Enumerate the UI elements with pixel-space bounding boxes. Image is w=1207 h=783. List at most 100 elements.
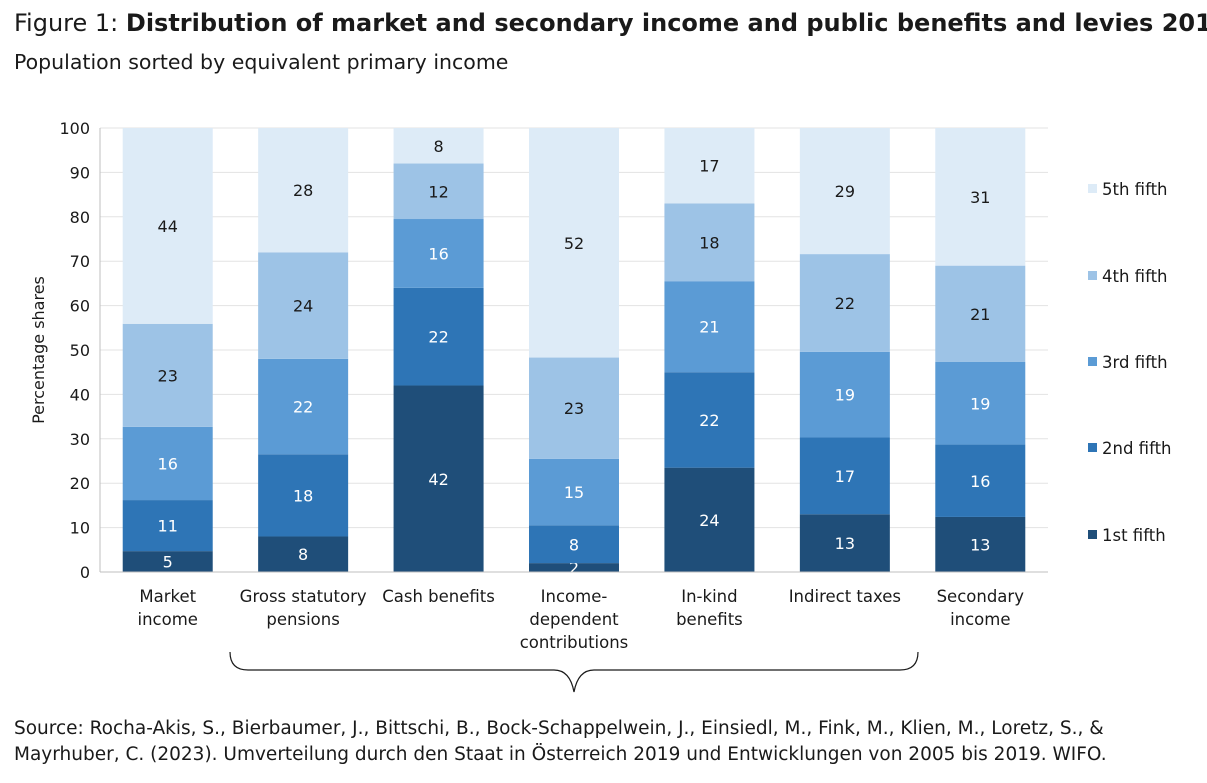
bar-segment [799, 351, 890, 438]
data-label: 19 [970, 394, 990, 413]
bar-segment [122, 323, 213, 427]
data-label: 8 [433, 137, 443, 156]
data-label: 24 [699, 511, 719, 530]
data-label: 19 [835, 386, 855, 405]
data-label: 18 [699, 233, 719, 252]
data-label: 17 [699, 157, 719, 176]
data-label: 2 [569, 559, 579, 578]
x-tick-label: In-kind [681, 587, 737, 606]
data-label: 44 [158, 217, 178, 236]
bar-segment [664, 203, 755, 282]
y-tick-label: 60 [70, 297, 90, 316]
data-label: 22 [699, 411, 719, 430]
bar-segment [935, 516, 1026, 572]
data-label: 13 [835, 534, 855, 553]
x-tick-label: income [950, 610, 1010, 629]
bar-segment [529, 357, 619, 459]
y-tick-label: 40 [70, 385, 90, 404]
bar-segment [935, 444, 1026, 517]
data-label: 8 [298, 545, 308, 564]
bar-segment [393, 287, 484, 386]
legend-swatch [1088, 271, 1097, 280]
x-tick-label: benefits [676, 610, 743, 629]
bar-segment [529, 458, 619, 526]
data-label: 18 [293, 486, 313, 505]
bar-segment [258, 252, 349, 359]
data-label: 22 [835, 294, 855, 313]
bar-segment [529, 563, 619, 572]
legend-entry: 3rd fifth [1102, 353, 1168, 372]
bar-segment [258, 358, 349, 455]
data-label: 23 [158, 366, 178, 385]
bar-segment [799, 128, 890, 255]
bar-segment [122, 128, 213, 324]
bar-segment [664, 128, 755, 204]
data-label: 8 [569, 535, 579, 554]
y-tick-label: 10 [70, 519, 90, 538]
y-tick-label: 100 [59, 119, 90, 138]
bar-segment [529, 128, 619, 358]
legend-entry: 1st fifth [1102, 526, 1166, 545]
x-tick-label: Income- [541, 587, 608, 606]
bar-segment [935, 361, 1026, 445]
legend-entry: 2nd fifth [1102, 439, 1172, 458]
x-tick-label: dependent [529, 610, 619, 629]
bar-segment [393, 219, 484, 288]
data-label: 5 [163, 553, 173, 572]
y-tick-label: 90 [70, 163, 90, 182]
y-tick-label: 50 [70, 341, 90, 360]
data-label: 31 [970, 188, 990, 207]
legend-swatch [1088, 184, 1097, 193]
bar-segment [664, 281, 755, 373]
bar-segment [935, 265, 1026, 362]
x-tick-label: Secondary [937, 587, 1025, 606]
data-label: 21 [699, 318, 719, 337]
title-prefix: Figure 1: [14, 9, 126, 37]
data-label: 16 [158, 454, 178, 473]
data-label: 23 [564, 399, 584, 418]
stacked-bar-chart: 0 10 20 30 40 50 60 70 80 90 100 Percentage shares 5… [29, 119, 1172, 693]
bar-segment [258, 454, 349, 537]
y-tick-label: 20 [70, 474, 90, 493]
legend-entry: 4th fifth [1102, 267, 1168, 286]
x-tick-label: pensions [266, 610, 339, 629]
bar-segment [258, 128, 349, 253]
bar-segment [258, 536, 349, 572]
bar-segment [393, 163, 484, 220]
bar-segment [393, 128, 484, 164]
y-tick-label: 30 [70, 430, 90, 449]
x-tick-label: Indirect taxes [789, 587, 901, 606]
bar-segment [664, 372, 755, 468]
legend-swatch [1088, 443, 1097, 452]
data-label: 12 [428, 182, 448, 201]
data-label: 21 [970, 305, 990, 324]
bar-segment [664, 467, 755, 572]
y-tick-label: 0 [80, 563, 90, 582]
legend-swatch [1088, 357, 1097, 366]
y-tick-label: 70 [70, 252, 90, 271]
data-label: 28 [293, 181, 313, 200]
chart-subtitle: Population sorted by equivalent primary … [14, 50, 509, 74]
source-note: Source: Rocha-Akis, S., Bierbaumer, J., … [14, 718, 1107, 765]
x-tick-label: income [137, 610, 197, 629]
bar-segment [935, 128, 1026, 266]
data-label: 24 [293, 297, 313, 316]
data-label: 11 [158, 517, 178, 536]
data-label: 16 [970, 472, 990, 491]
x-tick-label: Market [139, 587, 196, 606]
bar-segment [799, 514, 890, 572]
x-tick-label: Gross statutory [240, 587, 367, 606]
bar-segment [799, 254, 890, 352]
bar-segment [122, 500, 213, 552]
data-label: 17 [835, 467, 855, 486]
data-label: 16 [428, 244, 448, 263]
data-label: 22 [293, 398, 313, 417]
category-bracket [229, 651, 919, 693]
x-tick-label: contributions [520, 633, 629, 652]
title-main: Distribution of market and secondary inc… [125, 9, 1207, 37]
data-label: 15 [564, 483, 584, 502]
bar-segment [122, 426, 213, 501]
bar-segment [799, 437, 890, 515]
legend-swatch [1088, 530, 1097, 539]
data-label: 29 [835, 182, 855, 201]
